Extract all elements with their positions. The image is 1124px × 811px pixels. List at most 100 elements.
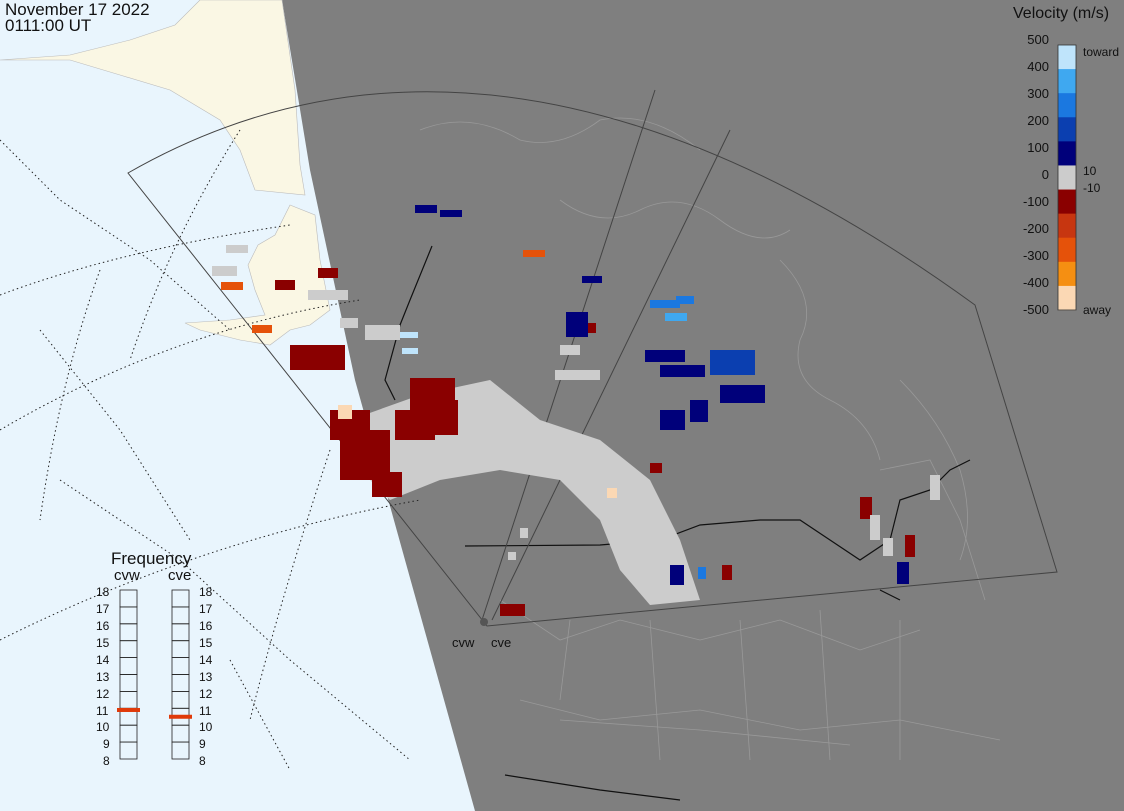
- frequency-tick: 9: [199, 737, 206, 751]
- frequency-tick: 11: [199, 704, 212, 718]
- colorbar-segment: [1058, 261, 1076, 287]
- frequency-tick: 13: [199, 670, 213, 684]
- velocity-cell: [520, 528, 528, 538]
- frequency-cell: [119, 623, 138, 642]
- colorbar-segment: [1058, 237, 1076, 263]
- velocity-cell: [870, 515, 880, 540]
- velocity-cell: [508, 552, 516, 560]
- velocity-cell: [440, 210, 462, 217]
- frequency-cell: [171, 606, 190, 625]
- velocity-cell: [308, 290, 348, 300]
- frequency-tick: 10: [96, 720, 110, 734]
- frequency-tick: 15: [199, 636, 213, 650]
- velocity-tick: 200: [1027, 113, 1049, 128]
- velocity-cell: [930, 475, 940, 500]
- frequency-radar-label: cvw: [114, 567, 140, 584]
- frequency-gauges: [117, 589, 192, 760]
- frequency-cell: [171, 741, 190, 760]
- frequency-cell: [119, 606, 138, 625]
- backscatter-cells: [212, 205, 940, 616]
- velocity-cell: [400, 332, 418, 338]
- frequency-tick: 17: [96, 602, 110, 616]
- velocity-away-label: away: [1083, 303, 1112, 317]
- velocity-cell: [340, 430, 390, 480]
- velocity-cell: [415, 205, 437, 213]
- frequency-tick: 14: [96, 653, 110, 667]
- frequency-panel-title: Frequency: [111, 549, 192, 568]
- velocity-cell: [665, 313, 687, 321]
- frequency-tick: 16: [96, 619, 110, 633]
- colorbar-segment: [1058, 117, 1076, 142]
- alaska-land: [0, 0, 306, 196]
- velocity-colorbar: [1057, 44, 1077, 311]
- frequency-cell: [171, 623, 190, 642]
- velocity-cell: [566, 312, 588, 337]
- velocity-cell: [221, 282, 243, 290]
- radar-fov: [127, 91, 1058, 627]
- site-label-cve: cve: [491, 635, 512, 650]
- frequency-tick: 14: [199, 653, 213, 667]
- velocity-cell: [582, 276, 602, 283]
- colorbar-segment: [1058, 45, 1076, 70]
- frequency-cell: [171, 691, 190, 709]
- ground-scatter-cell: [350, 380, 700, 605]
- frequency-tick: 13: [96, 670, 110, 684]
- frequency-tick: 9: [103, 737, 110, 751]
- frequency-cell: [119, 589, 138, 608]
- velocity-tick: 400: [1027, 59, 1049, 74]
- frequency-radar-label: cve: [168, 567, 192, 584]
- frequency-tick: 10: [199, 720, 213, 734]
- fov-beam-cve: [491, 129, 731, 621]
- velocity-cell: [676, 296, 694, 304]
- velocity-cell: [275, 280, 295, 290]
- colorbar-segment: [1058, 213, 1076, 239]
- velocity-scale-title: Velocity (m/s): [1013, 5, 1110, 22]
- frequency-cell: [119, 657, 138, 675]
- velocity-cell: [318, 268, 338, 278]
- velocity-cell: [650, 463, 662, 473]
- velocity-cell: [338, 405, 352, 419]
- velocity-cell: [660, 365, 705, 377]
- frequency-cell: [119, 674, 138, 692]
- frequency-tick: 8: [199, 754, 206, 768]
- velocity-cell: [660, 410, 685, 430]
- frequency-cell: [171, 724, 190, 743]
- velocity-toward-label: toward: [1083, 45, 1120, 59]
- velocity-cell: [710, 350, 755, 375]
- velocity-tick: -200: [1022, 221, 1049, 236]
- colorbar-segment: [1058, 69, 1076, 94]
- time-label: 0111:00 UT: [5, 16, 92, 35]
- velocity-cell: [560, 345, 580, 355]
- frequency-cell: [171, 589, 190, 608]
- frequency-cell: [119, 640, 138, 659]
- velocity-tick: -300: [1022, 248, 1049, 263]
- velocity-cell: [740, 385, 765, 400]
- frequency-marker: [117, 707, 140, 712]
- colorbar-frame: [1057, 44, 1077, 311]
- frequency-tick: 12: [96, 687, 110, 701]
- radar-site-marker: [480, 618, 488, 626]
- frequency-cell: [171, 674, 190, 692]
- colorbar-segment: [1058, 165, 1076, 191]
- velocity-cell: [500, 604, 525, 616]
- velocity-cell: [395, 410, 435, 440]
- frequency-cell: [119, 724, 138, 743]
- velocity-tick: -500: [1022, 302, 1049, 317]
- velocity-cell: [722, 565, 732, 580]
- colorbar-segment: [1058, 189, 1076, 215]
- frequency-cell: [171, 640, 190, 659]
- date-label: November 17 2022: [5, 0, 150, 19]
- velocity-cell: [698, 567, 706, 579]
- velocity-inner-label: -10: [1083, 181, 1101, 195]
- night-coastlines: [419, 117, 1001, 761]
- frequency-tick: 18: [96, 585, 110, 599]
- frequency-cell: [119, 691, 138, 709]
- velocity-cell: [252, 325, 272, 333]
- velocity-cell: [372, 472, 402, 497]
- velocity-cell: [555, 370, 600, 380]
- velocity-cell: [883, 538, 893, 556]
- velocity-cell: [645, 350, 685, 362]
- frequency-tick: 12: [199, 687, 213, 701]
